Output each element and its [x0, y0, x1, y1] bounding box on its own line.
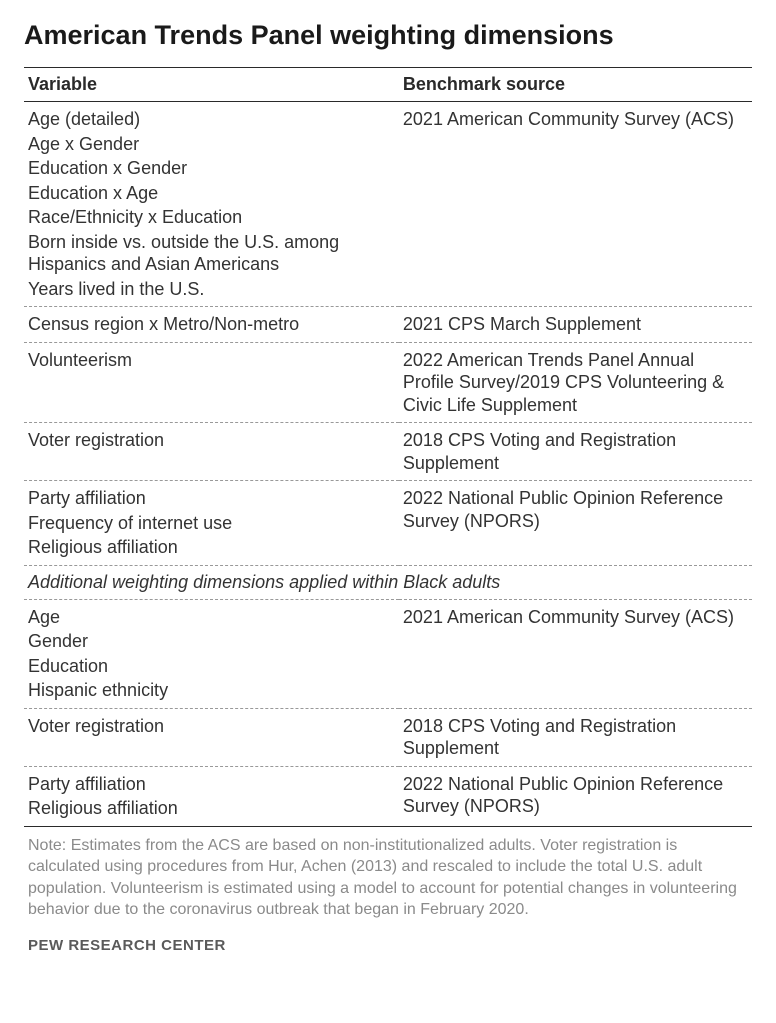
table-row: Age (detailed) Age x Gender Education x …	[24, 102, 752, 307]
variable-item: Education x Gender	[28, 157, 395, 180]
column-header-source: Benchmark source	[399, 68, 752, 102]
variable-item: Hispanic ethnicity	[28, 679, 395, 702]
variable-item: Census region x Metro/Non-metro	[28, 313, 395, 336]
table-body-main: Age (detailed) Age x Gender Education x …	[24, 102, 752, 827]
source-cell: 2021 American Community Survey (ACS)	[399, 102, 752, 307]
variable-item: Gender	[28, 630, 395, 653]
variable-item: Born inside vs. outside the U.S. among H…	[28, 231, 395, 276]
variable-item: Volunteerism	[28, 349, 395, 372]
variable-item: Education x Age	[28, 182, 395, 205]
variable-item: Religious affiliation	[28, 536, 395, 559]
table-subheader-row: Additional weighting dimensions applied …	[24, 565, 752, 599]
variable-item: Age (detailed)	[28, 108, 395, 131]
variable-cell: Party affiliation Frequency of internet …	[24, 481, 399, 566]
source-cell: 2022 American Trends Panel Annual Profil…	[399, 342, 752, 423]
table-row: Party affiliation Religious affiliation …	[24, 766, 752, 826]
weighting-table: Variable Benchmark source Age (detailed)…	[24, 67, 752, 827]
table-header-row: Variable Benchmark source	[24, 68, 752, 102]
source-cell: 2018 CPS Voting and Registration Supplem…	[399, 423, 752, 481]
page-title: American Trends Panel weighting dimensio…	[24, 20, 752, 51]
variable-cell: Volunteerism	[24, 342, 399, 423]
variable-item: Race/Ethnicity x Education	[28, 206, 395, 229]
source-attribution: PEW RESEARCH CENTER	[24, 937, 752, 954]
variable-cell: Party affiliation Religious affiliation	[24, 766, 399, 826]
column-header-variable: Variable	[24, 68, 399, 102]
variable-item: Frequency of internet use	[28, 512, 395, 535]
table-row: Age Gender Education Hispanic ethnicity …	[24, 599, 752, 708]
variable-cell: Age Gender Education Hispanic ethnicity	[24, 599, 399, 708]
table-row: Party affiliation Frequency of internet …	[24, 481, 752, 566]
variable-item: Religious affiliation	[28, 797, 395, 820]
variable-cell: Voter registration	[24, 708, 399, 766]
variable-item: Age x Gender	[28, 133, 395, 156]
variable-item: Years lived in the U.S.	[28, 278, 395, 301]
source-cell: 2021 American Community Survey (ACS)	[399, 599, 752, 708]
variable-cell: Age (detailed) Age x Gender Education x …	[24, 102, 399, 307]
variable-item: Party affiliation	[28, 773, 395, 796]
source-cell: 2022 National Public Opinion Reference S…	[399, 481, 752, 566]
source-cell: 2022 National Public Opinion Reference S…	[399, 766, 752, 826]
footnote: Note: Estimates from the ACS are based o…	[24, 827, 752, 937]
variable-item: Voter registration	[28, 429, 395, 452]
variable-item: Education	[28, 655, 395, 678]
variable-item: Voter registration	[28, 715, 395, 738]
variable-item: Age	[28, 606, 395, 629]
variable-cell: Voter registration	[24, 423, 399, 481]
source-cell: 2021 CPS March Supplement	[399, 307, 752, 343]
table-row: Census region x Metro/Non-metro 2021 CPS…	[24, 307, 752, 343]
subheader-cell: Additional weighting dimensions applied …	[24, 565, 752, 599]
variable-item: Party affiliation	[28, 487, 395, 510]
table-row: Voter registration 2018 CPS Voting and R…	[24, 708, 752, 766]
source-cell: 2018 CPS Voting and Registration Supplem…	[399, 708, 752, 766]
table-row: Volunteerism 2022 American Trends Panel …	[24, 342, 752, 423]
variable-cell: Census region x Metro/Non-metro	[24, 307, 399, 343]
table-row: Voter registration 2018 CPS Voting and R…	[24, 423, 752, 481]
